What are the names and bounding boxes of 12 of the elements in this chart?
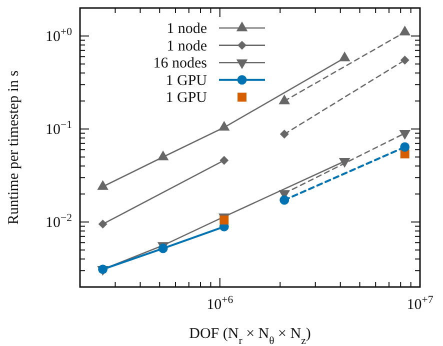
legend-label: 1 GPU — [166, 72, 208, 89]
y-tick-label: 10$^{+0}$ — [46, 26, 72, 45]
legend-label: 1 node — [166, 21, 208, 37]
x-tick-label: 10$^{+6}$ — [206, 294, 234, 313]
y-tick-label: 10$^{−2}$ — [46, 212, 72, 231]
legend-label: 16 nodes — [153, 56, 208, 72]
legend-label: 1 GPU — [166, 90, 208, 106]
y-tick-label: 10$^{−1}$ — [46, 118, 72, 138]
legend-label: 1 node — [166, 38, 208, 54]
x-axis-title: DOF (N$_{r}$ × N$_{θ}$ × N$_{z}$) — [189, 326, 311, 346]
x-tick-label: 10$^{+7}$ — [406, 294, 434, 313]
y-axis-title: Runtime per timestep in s — [6, 70, 22, 225]
